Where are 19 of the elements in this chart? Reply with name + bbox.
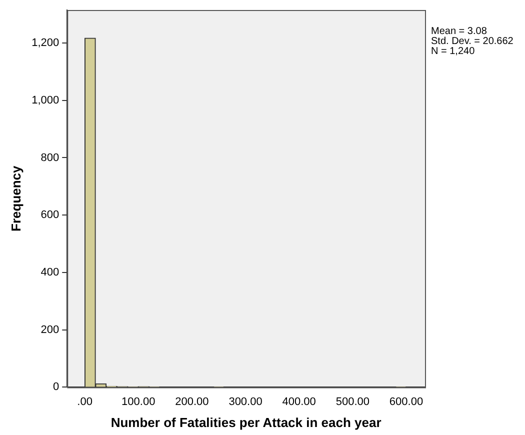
y-tick-label: 600: [40, 209, 60, 222]
text: N = 1,240: [431, 46, 476, 57]
y-tick-label: 200: [40, 324, 60, 336]
x-tick-label: 200.00: [175, 396, 209, 408]
y-tick-label: 1,000: [32, 94, 60, 106]
x-tick-label: 500.00: [336, 396, 370, 408]
text: Std. Dev. = 20.662: [431, 36, 514, 47]
text: Mean = 3.08: [431, 26, 488, 37]
y-tick-label: 800: [40, 152, 60, 164]
x-tick-label: 400.00: [282, 396, 316, 408]
x-tick-label: 600.00: [389, 396, 424, 408]
x-tick-label: 100.00: [122, 396, 156, 408]
y-tick-label: 0: [53, 381, 60, 394]
x-axis-title: Number of Fatalities per Attack in each year: [110, 414, 382, 430]
x-tick-label: .00: [77, 396, 92, 408]
y-tick-label: 400: [40, 266, 60, 278]
x-tick-label: 300.00: [228, 396, 262, 408]
y-axis-title: Frequency: [8, 164, 24, 232]
y-tick-label: 1,200: [32, 37, 60, 50]
